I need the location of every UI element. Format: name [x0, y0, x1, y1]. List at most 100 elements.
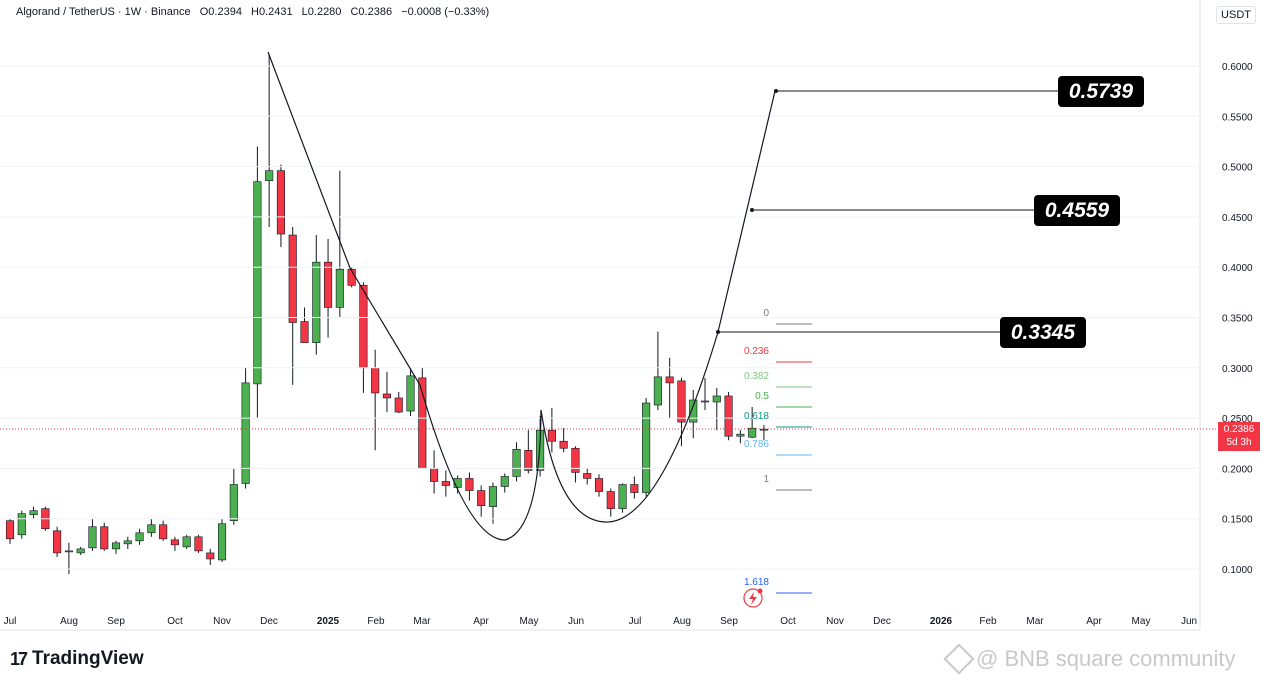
candle-body [17, 513, 26, 536]
watermark: @ BNB square community [943, 643, 1236, 675]
candle-body [371, 367, 380, 394]
candle-body [159, 524, 168, 540]
candle-body [241, 382, 250, 484]
candle-body [630, 484, 639, 493]
candle-body [359, 285, 368, 369]
x-tick-label: 2025 [317, 616, 340, 627]
candle-body [689, 399, 698, 423]
tv-icon: 17 [10, 648, 28, 669]
x-tick-label: Mar [413, 616, 431, 627]
axis-ticks: 0.6000 0.5500 0.5000 0.4500 0.4000 0.3500 0.30… [0, 62, 1253, 627]
candle-body [147, 524, 156, 534]
x-tick-label: Oct [167, 616, 183, 627]
x-tick-label: Feb [367, 616, 385, 627]
candle-body [488, 486, 498, 507]
target-label-1[interactable]: 0.5739 [1058, 76, 1144, 107]
target-text-1: 0.5739 [1069, 80, 1134, 103]
y-tick-label: 0.4500 [1222, 213, 1253, 224]
candle-body [724, 395, 733, 437]
candle-body [618, 484, 627, 509]
candle-body [642, 402, 651, 493]
candle-body [430, 468, 439, 482]
y-tick-label: 0.5000 [1222, 163, 1253, 174]
fib-label: 1 [763, 474, 769, 485]
ohlc-low: L0.2280 [301, 6, 342, 18]
candle-body [700, 400, 710, 403]
x-tick-label: Apr [473, 616, 489, 627]
y-tick-label: 0.5500 [1222, 112, 1253, 123]
y-tick-label: 0.3000 [1222, 364, 1253, 375]
candle-body [736, 433, 745, 437]
candle-body [512, 448, 521, 477]
ohlc-close: C0.2386 [350, 6, 393, 18]
candle-body [76, 548, 85, 554]
lightning-icon[interactable] [743, 588, 763, 608]
candle-body [194, 536, 203, 552]
fib-label: 0.382 [744, 371, 769, 382]
target-lines [716, 89, 1060, 334]
x-tick-label: Dec [260, 616, 278, 627]
candle-body [276, 170, 285, 235]
fib-label: 0.236 [744, 346, 769, 357]
symbol-name[interactable]: Algorand / TetherUS · 1W · Binance [16, 6, 191, 18]
x-tick-label: May [1132, 616, 1151, 627]
y-tick-label: 0.6000 [1222, 62, 1253, 73]
candle-body [594, 478, 604, 492]
x-tick-label: Oct [780, 616, 796, 627]
candle-body [559, 440, 568, 449]
y-tick-label: 0.1500 [1222, 515, 1253, 526]
target-label-3[interactable]: 0.3345 [1000, 317, 1086, 348]
x-tick-label: Jun [568, 616, 584, 627]
candle-body [382, 393, 392, 399]
candle-body [606, 491, 615, 509]
candle-body [111, 542, 121, 550]
candle-body [653, 376, 662, 406]
candle-body [677, 380, 686, 423]
tradingview-logo[interactable]: 17 TradingView [10, 648, 144, 670]
candle-body [477, 490, 486, 506]
candle-body [500, 476, 509, 487]
candle-body [453, 478, 462, 488]
x-tick-label: Jul [4, 616, 17, 627]
y-tick-label: 0.2500 [1222, 414, 1253, 425]
fib-label: 0.618 [744, 411, 769, 422]
x-tick-label: 2026 [930, 616, 953, 627]
x-tick-label: Feb [979, 616, 997, 627]
candle-body [265, 170, 274, 181]
x-tick-label: Aug [60, 616, 78, 627]
candle-body [88, 526, 97, 549]
x-tick-label: Jul [629, 616, 642, 627]
y-tick-label: 0.2000 [1222, 464, 1253, 475]
ohlc-high: H0.2431 [251, 6, 293, 18]
candle-body [312, 261, 321, 343]
target-text-2: 0.4559 [1045, 199, 1110, 222]
x-tick-label: Dec [873, 616, 891, 627]
candle-body [748, 427, 757, 438]
candle-body [135, 532, 144, 542]
currency-badge[interactable]: USDT [1216, 6, 1256, 24]
candle-body [712, 395, 721, 403]
candle-body [170, 539, 179, 546]
x-tick-label: Aug [673, 616, 691, 627]
candle-body [253, 181, 262, 385]
current-price-tag: 0.2386 5d 3h [1218, 422, 1260, 451]
candle-body [583, 473, 592, 479]
fibonacci-retracement[interactable]: 0 0.236 0.382 0.5 0.618 0.786 1 1.618 [744, 308, 812, 594]
candle-body [29, 510, 38, 515]
candle-body [182, 536, 191, 548]
candle-body [571, 447, 580, 473]
x-tick-label: Jun [1181, 616, 1197, 627]
candle-body [229, 484, 238, 522]
candle-body [53, 530, 62, 554]
candles-group [5, 53, 768, 575]
candle-body [217, 523, 227, 561]
candle-body [324, 261, 333, 308]
target-text-3: 0.3345 [1011, 321, 1076, 344]
fib-label: 0.786 [744, 439, 769, 450]
candle-body [123, 540, 132, 545]
candle-body [64, 550, 73, 553]
fib-label: 1.618 [744, 577, 769, 588]
x-tick-label: Mar [1026, 616, 1044, 627]
target-label-2[interactable]: 0.4559 [1034, 195, 1120, 226]
